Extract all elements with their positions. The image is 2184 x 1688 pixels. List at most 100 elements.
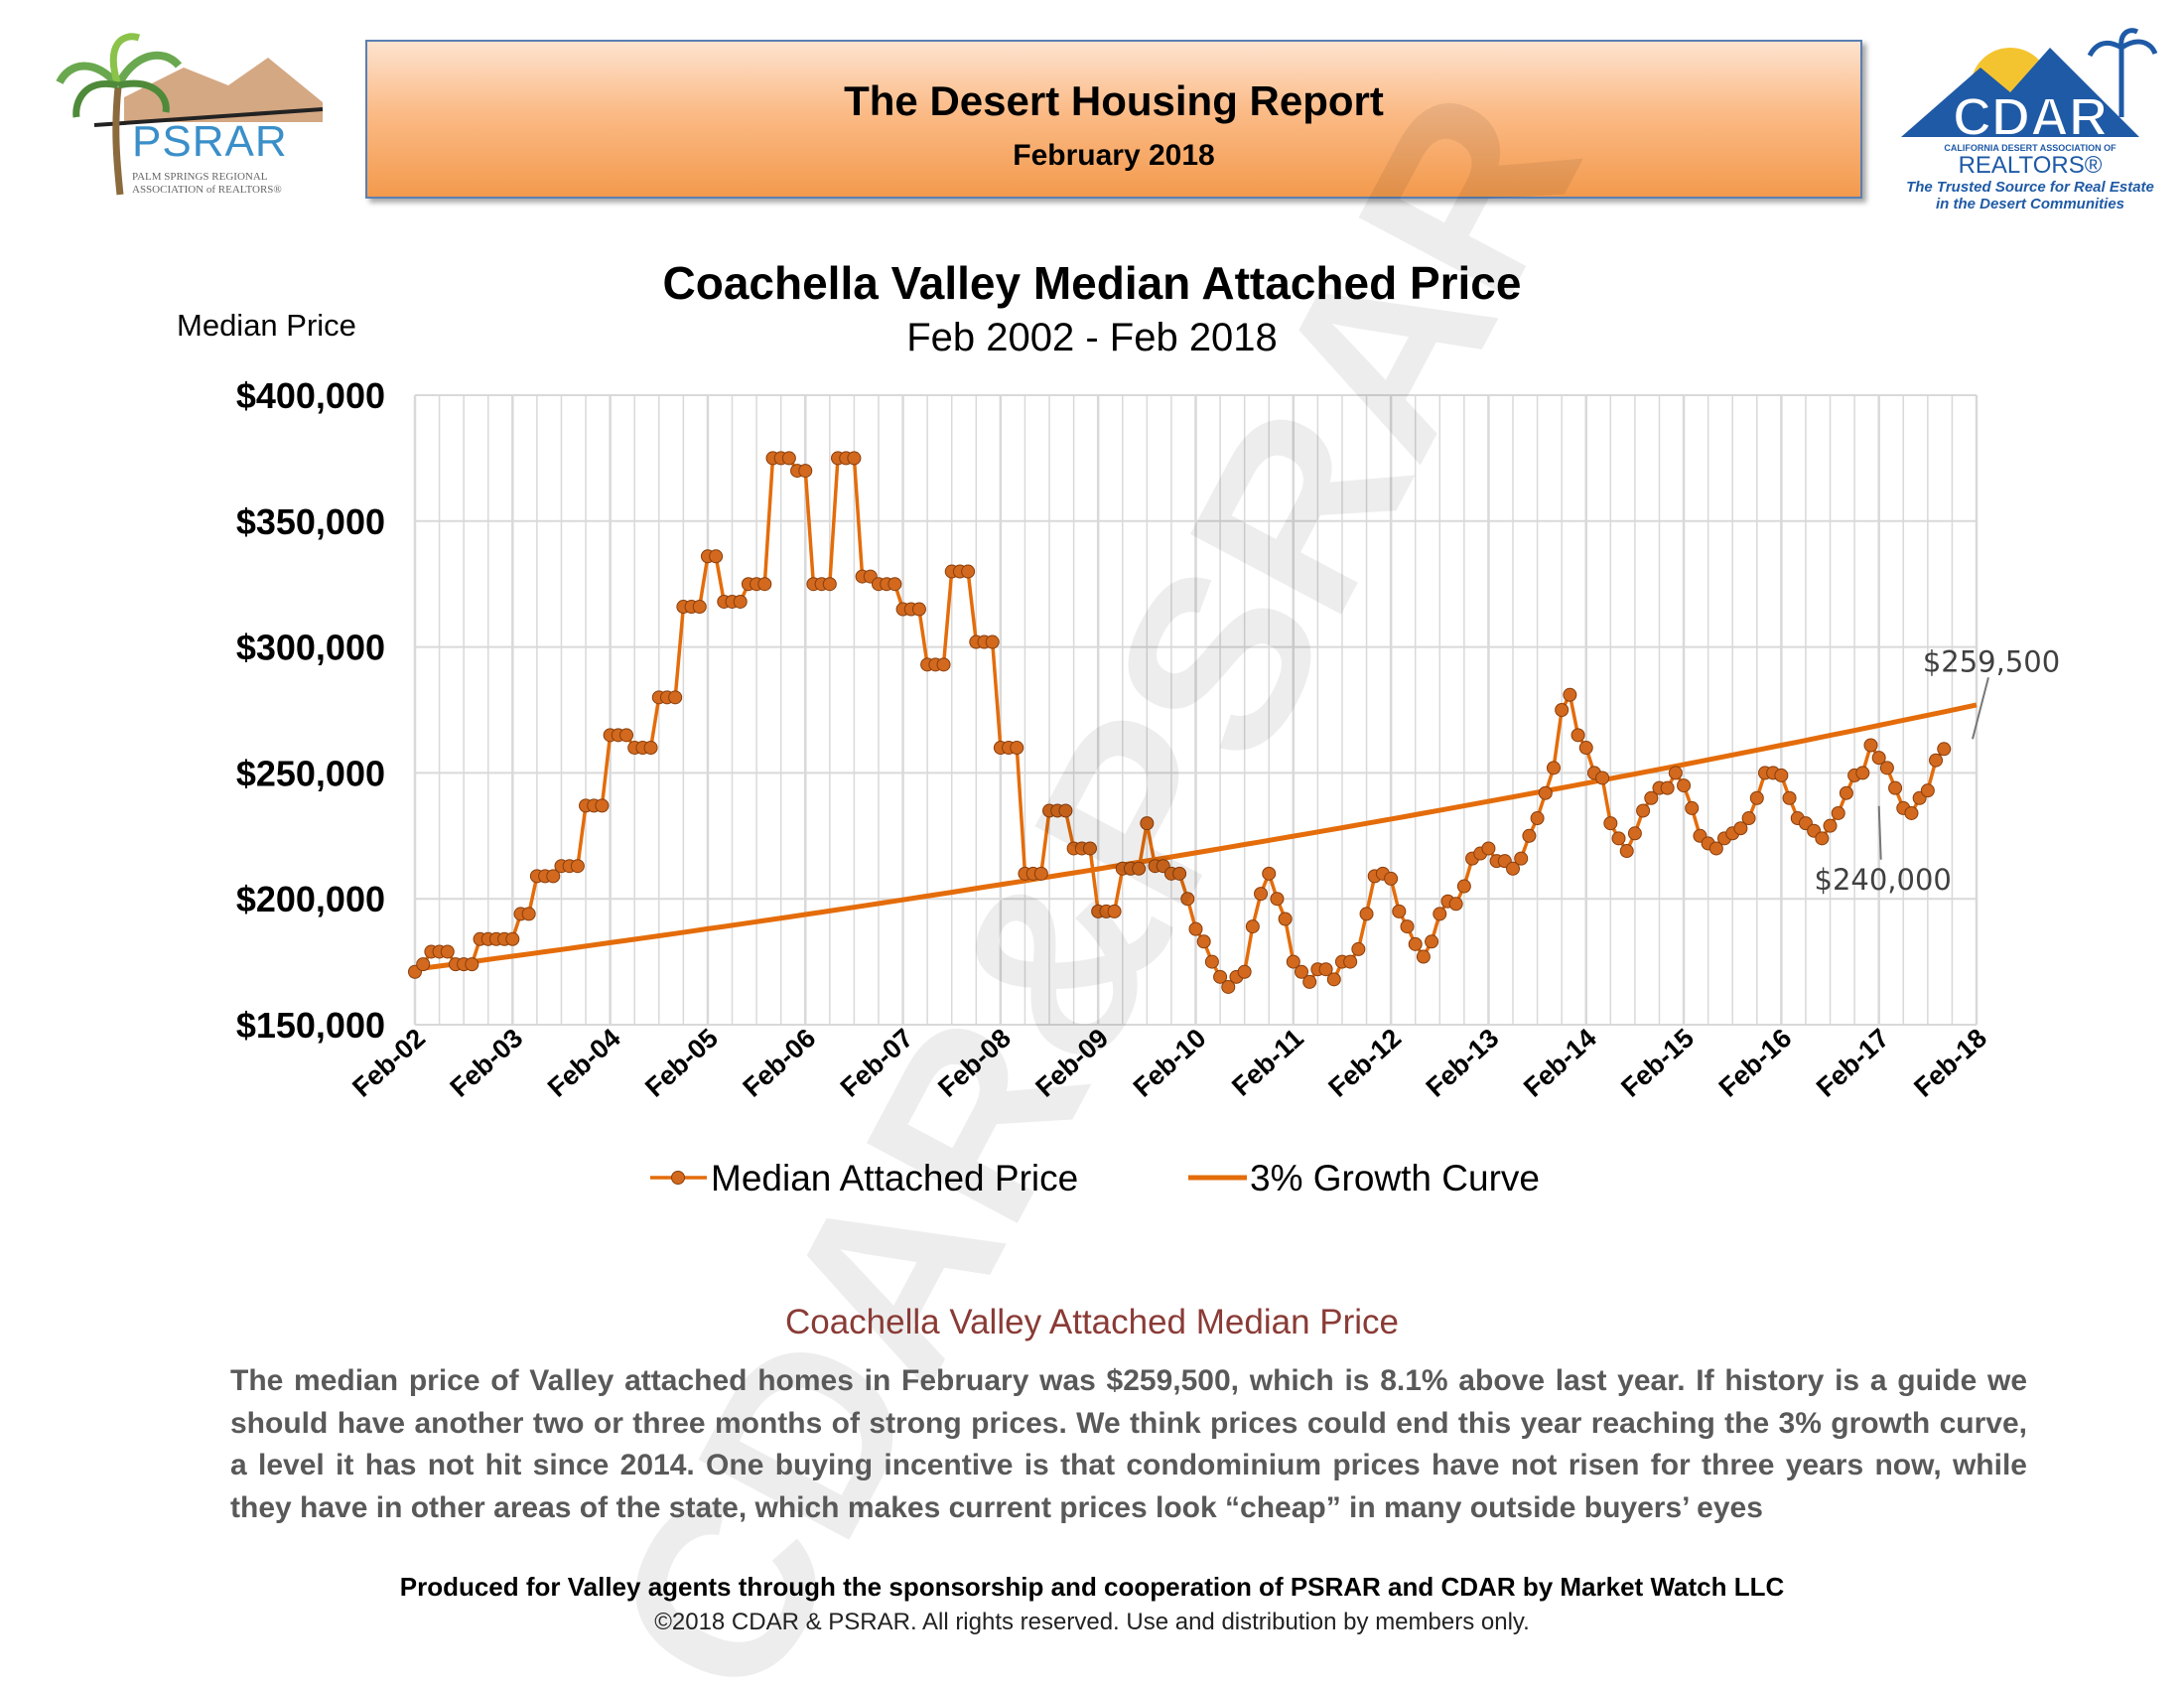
median-price-point [1546, 761, 1561, 775]
median-price-point [643, 741, 658, 756]
cdar-logo: CDAR CALIFORNIA DESERT ASSOCIATION OF RE… [1891, 28, 2169, 216]
x-tick-label: Feb-05 [639, 1023, 724, 1103]
median-price-point [1033, 866, 1048, 881]
median-price-point [619, 728, 634, 743]
x-tick-label: Feb-13 [1421, 1023, 1505, 1103]
psrar-logo: PSRAR PALM SPRINGS REGIONAL ASSOCIATION … [55, 28, 342, 197]
median-price-point [1343, 954, 1358, 969]
median-price-point [1295, 964, 1309, 979]
median-price-point [1920, 783, 1935, 798]
line-chart: $400,000 $350,000 $300,000 $250,000 $200,000… [236, 375, 2061, 1198]
legend-label-growth: 3% Growth Curve [1250, 1158, 1540, 1198]
chart-legend: Median Attached Price 3% Growth Curve [650, 1158, 1540, 1198]
median-price-point [1627, 826, 1642, 841]
median-price-point [961, 564, 976, 579]
median-price-point [985, 634, 1000, 649]
palm-tree-icon [56, 33, 324, 196]
commentary-title: Coachella Valley Attached Median Price [784, 1303, 1400, 1341]
x-tick-label: Feb-10 [1128, 1023, 1212, 1103]
median-price-point [1172, 866, 1187, 881]
median-price-point [1140, 816, 1155, 831]
annotation-leader [1972, 677, 1989, 740]
footer-credit: Produced for Valley agents through the s… [399, 1572, 1785, 1602]
median-price-point [1644, 790, 1659, 805]
median-price-point [1741, 811, 1756, 826]
median-price-point [911, 602, 926, 617]
median-price-point [1578, 741, 1593, 756]
median-price-point [1530, 811, 1545, 826]
y-axis-title: Median Price [177, 308, 356, 343]
median-price-point [1595, 771, 1610, 785]
y-tick-label: $150,000 [236, 1005, 385, 1046]
median-price-point [1082, 841, 1097, 856]
median-price-point [1448, 897, 1463, 912]
x-tick-label: Feb-08 [932, 1023, 1017, 1103]
median-price-point [546, 869, 561, 884]
growth-curve-line [414, 702, 1978, 972]
median-price-point [1685, 800, 1700, 815]
median-price-line [413, 456, 1946, 990]
cdar-tagline-line2: in the Desert Communities [1935, 196, 2125, 212]
median-price-point [1749, 790, 1764, 805]
median-price-point [1302, 974, 1317, 989]
median-price-point [1010, 741, 1024, 756]
median-price-point [521, 907, 536, 921]
median-price-point [1555, 703, 1570, 717]
median-price-point [1937, 742, 1952, 757]
median-price-point [1107, 904, 1122, 918]
cdar-realtors: REALTORS® [1959, 152, 2103, 177]
x-tick-label: Feb-03 [445, 1023, 529, 1103]
median-price-point [1863, 738, 1878, 753]
median-price-point [887, 577, 902, 592]
y-tick-label: $350,000 [236, 501, 385, 542]
footer-copyright: ©2018 CDAR & PSRAR. All rights reserved.… [654, 1609, 1530, 1635]
cdar-subtitle: CALIFORNIA DESERT ASSOCIATION OF [1944, 143, 2116, 153]
median-price-point [1563, 687, 1577, 702]
median-price-point [709, 549, 724, 564]
median-price-point [1660, 780, 1675, 795]
median-price-point [1392, 904, 1407, 918]
median-price-point [798, 464, 813, 479]
x-tick-label: Feb-18 [1908, 1023, 1992, 1103]
legend-label-median: Median Attached Price [711, 1158, 1078, 1198]
chart-annotations: $259,500 $240,000 [1815, 644, 2061, 896]
median-price-point [733, 594, 748, 609]
median-price-point [1351, 941, 1366, 956]
median-price-point [822, 577, 837, 592]
y-tick-label: $400,000 [236, 375, 385, 416]
legend-marker-median [671, 1171, 685, 1185]
median-price-point [1831, 805, 1845, 820]
median-price-point [1270, 892, 1285, 907]
median-price-point [1636, 803, 1651, 818]
median-price-point [1237, 964, 1252, 979]
median-price-point [1871, 751, 1886, 766]
cdar-tagline: The Trusted Source for Real Estate in th… [1891, 179, 2169, 212]
median-price-point [1245, 919, 1260, 934]
median-price-point [1855, 766, 1870, 780]
report-banner: The Desert Housing Report February 2018 [365, 40, 1862, 199]
chart-grid [413, 394, 1979, 1026]
median-price-point [1839, 785, 1853, 800]
median-price-point [1456, 879, 1471, 894]
x-tick-label: Feb-12 [1322, 1023, 1407, 1103]
median-price-point [1668, 766, 1683, 780]
y-tick-label: $300,000 [236, 628, 385, 668]
median-price-point [1733, 821, 1748, 836]
median-price-point [1318, 962, 1333, 977]
median-price-point [1188, 921, 1203, 936]
median-price-point [1408, 936, 1423, 951]
median-price-point [1481, 841, 1496, 856]
median-price-series [408, 451, 1952, 994]
psrar-wordmark: PSRAR [132, 117, 288, 166]
x-tick-label: Feb-06 [738, 1023, 822, 1103]
median-price-point [1904, 805, 1919, 820]
median-price-point [1204, 954, 1219, 969]
median-price-point [1286, 954, 1300, 969]
median-price-point [1888, 780, 1903, 795]
median-price-point [1929, 753, 1944, 768]
annotation-leader [1877, 805, 1882, 860]
chart-subtitle: Feb 2002 - Feb 2018 [906, 316, 1278, 359]
cdar-wordmark: CDAR [1953, 87, 2108, 147]
median-price-point [416, 957, 431, 972]
median-price-point [936, 657, 951, 672]
